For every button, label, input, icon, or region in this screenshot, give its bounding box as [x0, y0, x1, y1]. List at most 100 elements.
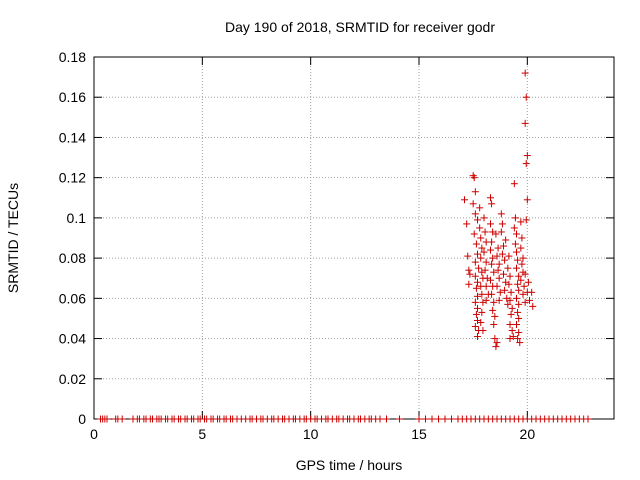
data-point [517, 244, 525, 252]
data-point [472, 284, 480, 292]
data-point [504, 264, 512, 272]
y-tick-label: 0.18 [59, 49, 86, 65]
data-point [522, 93, 530, 101]
data-point [504, 300, 512, 308]
data-point [482, 282, 490, 290]
data-point [396, 415, 403, 423]
data-point [461, 196, 468, 204]
data-point [471, 272, 479, 280]
data-point [513, 264, 520, 272]
data-point [513, 248, 520, 256]
data-point [491, 335, 499, 343]
data-point [481, 266, 489, 274]
data-point [506, 296, 514, 304]
data-point [523, 152, 531, 160]
data-point [519, 254, 527, 262]
data-point [474, 292, 481, 300]
data-point [497, 228, 505, 236]
data-point [487, 220, 494, 228]
data-point [428, 415, 436, 423]
y-tick-label: 0.02 [59, 371, 86, 387]
data-point [488, 290, 496, 298]
data-point [513, 294, 520, 302]
data-point [521, 119, 529, 127]
data-point [511, 214, 519, 222]
data-point [522, 216, 530, 224]
data-point [490, 320, 498, 328]
y-tick-label: 0.04 [59, 331, 86, 347]
data-point [495, 274, 503, 282]
data-point [415, 415, 423, 423]
data-point [482, 258, 490, 266]
data-point [520, 282, 528, 290]
x-tick-label: 10 [303, 426, 319, 442]
data-point [103, 415, 111, 423]
data-point [491, 312, 499, 320]
data-point [518, 260, 526, 268]
data-point [515, 300, 523, 308]
data-point [516, 339, 524, 347]
data-point [474, 250, 481, 258]
data-point [494, 266, 502, 274]
data-point [505, 280, 513, 288]
data-point [507, 310, 515, 318]
data-point [584, 415, 592, 423]
data-point [500, 242, 507, 250]
data-point [487, 276, 494, 284]
data-point [477, 234, 485, 242]
data-point [435, 415, 442, 423]
data-point [519, 290, 527, 298]
data-point [515, 272, 523, 280]
data-point [471, 298, 479, 306]
data-point [474, 333, 481, 341]
data-point [490, 268, 498, 276]
data-point [513, 320, 520, 328]
x-tick-label: 0 [90, 426, 98, 442]
data-point [492, 230, 500, 238]
data-point [482, 296, 490, 304]
data-point [514, 335, 522, 343]
data-point [489, 306, 497, 314]
data-point [521, 270, 529, 278]
data-point [488, 200, 496, 208]
data-point [495, 296, 503, 304]
data-point [474, 216, 481, 224]
data-point [507, 288, 515, 296]
data-point [528, 288, 536, 296]
data-point [508, 327, 516, 335]
data-point [464, 252, 472, 260]
y-tick-label: 0.16 [59, 89, 86, 105]
data-point [471, 322, 479, 330]
data-point [448, 415, 455, 423]
data-point [506, 320, 514, 328]
data-point [487, 194, 494, 202]
y-axis-label: SRMTID / TECUs [5, 183, 21, 293]
data-points [97, 69, 592, 423]
data-point [513, 230, 520, 238]
data-point [476, 204, 484, 212]
data-point [465, 280, 473, 288]
data-point [488, 260, 496, 268]
data-point [481, 228, 489, 236]
data-point [523, 196, 531, 204]
data-point [529, 302, 537, 310]
data-point [511, 240, 519, 248]
data-point [515, 329, 523, 337]
data-point [478, 290, 486, 298]
data-point [496, 288, 504, 296]
data-point [510, 224, 518, 232]
data-point [498, 250, 506, 258]
data-point [471, 258, 479, 266]
data-point [478, 308, 486, 316]
data-point [474, 304, 481, 312]
data-point [469, 200, 477, 208]
data-point [480, 214, 488, 222]
data-point [502, 236, 510, 244]
data-point [465, 266, 473, 274]
data-point [514, 280, 522, 288]
data-point [518, 234, 526, 242]
data-point [510, 180, 518, 188]
data-point [521, 298, 529, 306]
data-point [517, 218, 525, 226]
